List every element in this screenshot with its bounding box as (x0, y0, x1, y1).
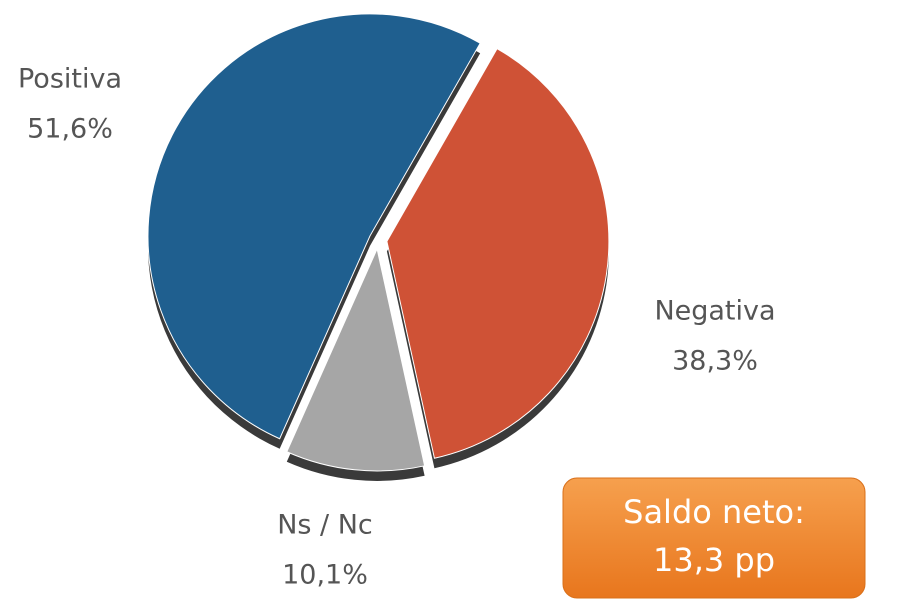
annotation-box (562, 477, 866, 599)
annotation-text: 13,3 pp (653, 541, 775, 579)
slice-label: Positiva (18, 64, 122, 95)
annotation-title: Saldo neto: (623, 493, 805, 531)
slice-value-label: 51,6% (27, 114, 113, 145)
slice (147, 13, 481, 440)
slice-value-label: 10,1% (282, 560, 368, 591)
slice (386, 47, 610, 459)
pie (147, 13, 610, 481)
slice-value-label: 38,3% (672, 346, 758, 377)
slice-label: Ns / Nc (277, 510, 373, 541)
slice-label: Negativa (654, 296, 775, 327)
slice (286, 247, 426, 472)
